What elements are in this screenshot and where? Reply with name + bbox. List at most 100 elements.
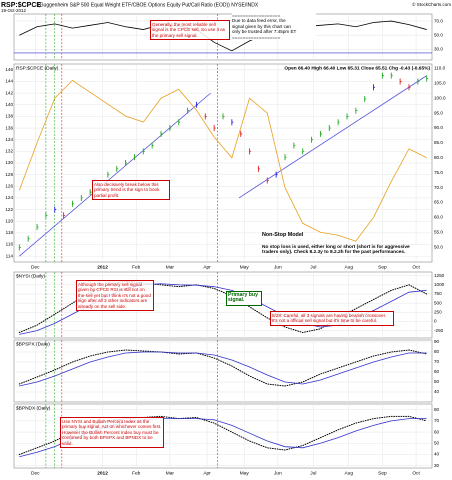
price-bar	[249, 148, 252, 155]
x-tick-label: Aug	[344, 264, 353, 270]
price-bar	[80, 194, 83, 201]
x-tick-label: Jul	[310, 470, 316, 476]
y-tick-label: 750	[434, 291, 442, 296]
x-tick-label: Feb	[132, 264, 141, 270]
price-bar	[133, 154, 136, 161]
panel-title: RSP:$CPCE (Daily)	[16, 65, 59, 71]
y-tick-label: 140	[5, 102, 13, 107]
x-tick-label: Mar	[166, 264, 175, 270]
x-tick-label: Feb	[132, 470, 141, 476]
x-tick-label: Dec	[31, 470, 40, 476]
price-bar	[125, 160, 128, 166]
price-bar	[355, 107, 358, 114]
price-bar	[390, 72, 393, 79]
x-tick-label: Jul	[310, 264, 316, 270]
y-tick-label: 70	[434, 418, 440, 423]
panel-frame	[13, 339, 433, 403]
y-tick-label: -250	[434, 328, 444, 333]
price-bar	[275, 171, 278, 178]
price-bar	[204, 113, 207, 120]
price-bar	[257, 165, 260, 172]
subtitle: (Guggenheim S&P 500 Equal Weight ETF/CBO…	[38, 2, 259, 8]
price-bar	[71, 200, 74, 207]
price-bar	[187, 107, 190, 114]
x-tick-label: Sep	[378, 264, 387, 270]
x-tick-label: Apr	[203, 470, 211, 476]
price-bar	[116, 165, 119, 172]
price-bar	[364, 95, 367, 102]
price-bar	[36, 224, 39, 231]
y2-tick-label: 100.0	[434, 95, 446, 100]
price-bar	[337, 119, 340, 126]
x-tick-label: Apr	[203, 264, 211, 270]
price-bar	[302, 148, 305, 155]
y-tick-label: 60	[434, 429, 440, 434]
y-tick-label: 500	[434, 300, 442, 305]
price-bar	[346, 113, 349, 120]
y2-tick-label: 70.0	[434, 185, 443, 190]
series-line	[19, 20, 427, 52]
price-bar	[89, 189, 92, 196]
series-line	[18, 280, 428, 334]
y-tick-label: 136	[5, 125, 13, 130]
price-bar	[18, 244, 21, 251]
series-line	[18, 349, 428, 387]
x-tick-label: Oct	[412, 264, 420, 270]
x-tick-label: 2012	[97, 264, 108, 270]
y-tick-label: 90	[434, 339, 440, 344]
y-tick-label: 128	[5, 172, 13, 177]
price-bar	[54, 206, 57, 213]
annotation: Generally, the most reliable sell signal…	[150, 20, 230, 41]
y-tick-label: 70	[434, 359, 440, 364]
y-tick-label: 118	[6, 230, 14, 235]
y-tick-label: 50	[434, 441, 440, 446]
series-line	[18, 79, 427, 242]
y-tick-label: 1000	[434, 282, 445, 287]
annotation: Non-Stop Model	[262, 232, 322, 239]
price-bar	[426, 75, 429, 82]
y-tick-label: 126	[5, 184, 13, 189]
annotation: ================== Due to data feed erro…	[232, 13, 316, 41]
y2-tick-label: 75.0	[434, 170, 443, 175]
y-tick-label: 40	[434, 389, 440, 394]
price-bar	[399, 78, 402, 85]
y-tick-label: 80	[434, 349, 440, 354]
annotation: Although the primary sell signal given b…	[76, 280, 154, 312]
y-tick-label: 130	[5, 160, 13, 165]
y2-tick-label: 90.0	[434, 125, 443, 130]
annotation: No stop loss is used, either long or sho…	[262, 245, 427, 256]
price-bar	[63, 212, 66, 219]
y-tick-label: 146	[5, 67, 13, 72]
series-line	[19, 351, 427, 387]
y2-tick-label: 65.0	[434, 200, 443, 205]
price-bar	[169, 125, 172, 132]
y-tick-label: 40	[434, 452, 440, 457]
annotation: 8/28: Careful, all 3 signals are having …	[270, 311, 394, 326]
y2-tick-label: 110.0	[434, 66, 446, 71]
price-bar	[160, 130, 163, 137]
price-bar	[213, 125, 216, 132]
y2-tick-label: 85.0	[434, 140, 443, 145]
y-tick-label: 60	[434, 369, 440, 374]
price-bar	[142, 148, 145, 155]
y-tick-label: 1250	[434, 273, 445, 278]
price-bar	[284, 154, 287, 161]
price-bar	[373, 84, 376, 91]
x-tick-label: Jun	[274, 264, 282, 270]
price-bar	[381, 72, 384, 79]
annotation: Use NYSI and Bullish Percent Index as th…	[60, 417, 164, 449]
y2-tick-label: 60.0	[434, 215, 443, 220]
price-bar	[240, 130, 243, 137]
x-tick-label: Sep	[378, 470, 387, 476]
x-tick-label: Jun	[274, 470, 282, 476]
y-tick-label: 114	[6, 253, 14, 258]
price-bar	[293, 142, 296, 149]
y-tick-label: 30	[434, 463, 440, 468]
price-bar	[195, 101, 198, 108]
price-bar	[417, 78, 420, 85]
x-tick-label: Aug	[344, 470, 353, 476]
y-tick-label: 70.0	[434, 18, 443, 23]
y-tick-label: 0	[434, 319, 437, 324]
series-line	[18, 415, 428, 456]
